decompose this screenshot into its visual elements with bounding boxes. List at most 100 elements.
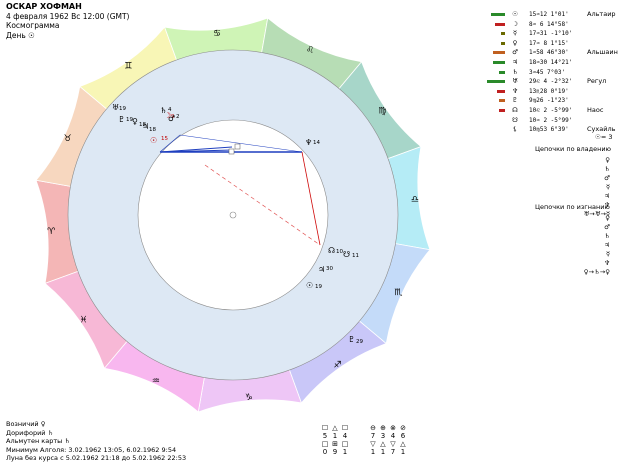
aspect-line: [159, 134, 181, 153]
chain-item: ☿: [606, 250, 610, 258]
day-label: День ☉: [6, 30, 35, 40]
planet-degree: 4: [168, 107, 172, 113]
planet-degree: 2: [176, 114, 180, 120]
planet-position: 15♒12 1°01': [529, 11, 569, 18]
fixed-star: Альтаир: [587, 10, 616, 18]
zodiac-sign-glyph: ♈: [47, 227, 56, 237]
chain-item: ♃: [604, 241, 610, 249]
planet-glyph: ☽: [164, 111, 171, 120]
grid-cell: □: [341, 440, 349, 448]
chart-center: [229, 211, 237, 219]
planet-degree: 30: [326, 266, 333, 272]
fixed-star: Наос: [587, 105, 604, 114]
grid-cell: 1: [332, 432, 338, 440]
chain-item: ♄: [604, 232, 610, 240]
chart-header: ОСКАР ХОФМАН 4 февраля 1962 Вс 12:00 (GM…: [6, 2, 130, 40]
element-count-grid: ☐ △ ☐ 5 1 4 □ ⊞ □ 0 9 1: [320, 424, 350, 456]
planet-position: 17♒31 -1°10': [529, 30, 573, 38]
planet-position: 8♒ 6 14°58': [529, 20, 569, 28]
exile-title: Цепочки по изгнанию: [535, 203, 610, 211]
planet-glyph: ☋: [343, 250, 350, 259]
chart-type: Космограмма: [6, 21, 60, 30]
grid-cell: □: [321, 440, 329, 448]
planet-position: 17♒ 8 1°15': [529, 39, 569, 47]
planet-position: 10♍53 6°39': [529, 126, 569, 134]
grid-cell: ▽: [390, 440, 396, 448]
fixed-star: Альшаин: [587, 48, 618, 57]
zodiac-sign-glyph: ♒: [152, 376, 160, 386]
chain-item: ♄: [604, 165, 610, 173]
planet-symbol: ♆: [512, 86, 518, 95]
planet-glyph: ☉: [306, 281, 313, 290]
moon-void-line: Луна без курса с 5.02.1962 21:18 до 5.02…: [6, 454, 187, 462]
chain-item: ☿: [606, 183, 610, 191]
fixed-star: Регул: [587, 77, 607, 86]
grid-cell: ▽: [370, 440, 376, 448]
planet-symbol: ♂: [512, 48, 518, 57]
planet-symbol: ♄: [512, 67, 518, 76]
person-name: ОСКАР ХОФМАН: [6, 2, 82, 11]
dignity-bar: [501, 32, 505, 36]
grid-cell: 1: [370, 448, 376, 456]
planet-glyph: ♄: [160, 106, 167, 115]
planet-symbol: ☉: [512, 10, 518, 18]
dignity-bar: [501, 41, 505, 45]
grid-cell: 4: [390, 432, 396, 440]
planet-symbol: ♇: [512, 96, 518, 105]
algol-line: Минимум Алголя: 3.02.1962 13:05, 6.02.19…: [6, 445, 177, 454]
planet-glyph: ♀: [132, 117, 138, 126]
planet-position: 13♏28 0°19': [529, 87, 569, 95]
grid-cell: ⊞: [332, 440, 338, 448]
zodiac-sign-glyph: ♍: [378, 106, 386, 116]
grid-cell: 5: [322, 432, 328, 440]
grid-cell: 1: [342, 448, 348, 456]
dignity-bar: [487, 80, 505, 84]
dignity-bar: [491, 13, 505, 16]
aspect-marker: [234, 143, 241, 150]
planet-symbol: ☊: [512, 105, 518, 114]
planet-degree: 15: [161, 136, 168, 142]
zodiac-sign-glyph: ♉: [64, 134, 72, 144]
planet-glyph: ☊: [328, 246, 335, 255]
aspect-line: [159, 149, 233, 153]
aspect-line: [301, 151, 321, 246]
doryphory-line: Дорифорий ♄: [6, 428, 54, 437]
grid-row: ▽ △ ▽ △: [368, 440, 408, 448]
aspect-line: [179, 134, 303, 153]
dignity-bar: [493, 60, 505, 64]
planet-degree: 9: [171, 114, 175, 120]
quality-count-grid: ⊖ ⊕ ⊗ ⊘ 7 3 4 6 ▽ △ ▽ △ 1 1 7 1: [368, 424, 408, 456]
grid-cell: △: [400, 440, 406, 448]
chain-item: ♆: [604, 259, 610, 267]
aspect-line: [204, 164, 321, 246]
planet-degree: 18: [149, 127, 156, 133]
dignity-bar: [499, 108, 505, 112]
planet-degree: 29: [356, 339, 363, 345]
planet-glyph: ☉: [150, 136, 157, 145]
planet-position: 10♌ 2 -5°99': [529, 106, 573, 114]
planet-symbol: ♅: [512, 77, 518, 86]
planet-glyph: ♂: [168, 114, 175, 123]
planet-degree: 14: [313, 140, 320, 146]
aspect-marker: [228, 148, 235, 155]
planet-degree: 19: [126, 117, 133, 123]
grid-cell: 4: [342, 432, 348, 440]
grid-cell: 1: [380, 448, 386, 456]
bottom-info: Возничий ♀ Дорифорий ♄ Альмутен карты ♄ …: [6, 420, 186, 463]
planet-degree: 19: [119, 106, 126, 112]
zodiac-sign-glyph: ♓: [79, 316, 87, 326]
rulership-chains: ♀ ♄ ♂ ☿ ♃ ♆ ♅→♅→☿: [540, 156, 610, 219]
planet-symbol: ☽: [512, 19, 518, 28]
planet-glyph: ♅: [112, 103, 119, 112]
dignity-bar: [495, 22, 505, 26]
date-line: 4 февраля 1962 Вс 12:00 (GMT): [6, 11, 130, 21]
zodiac-sign-glyph: ♋: [213, 29, 221, 39]
chain-item: ♀→♄→♀: [583, 268, 610, 276]
planet-position: 10♒ 2 -5°99': [529, 116, 573, 124]
chain-item: ♂: [604, 223, 610, 231]
grid-cell: ⊗: [390, 424, 396, 432]
